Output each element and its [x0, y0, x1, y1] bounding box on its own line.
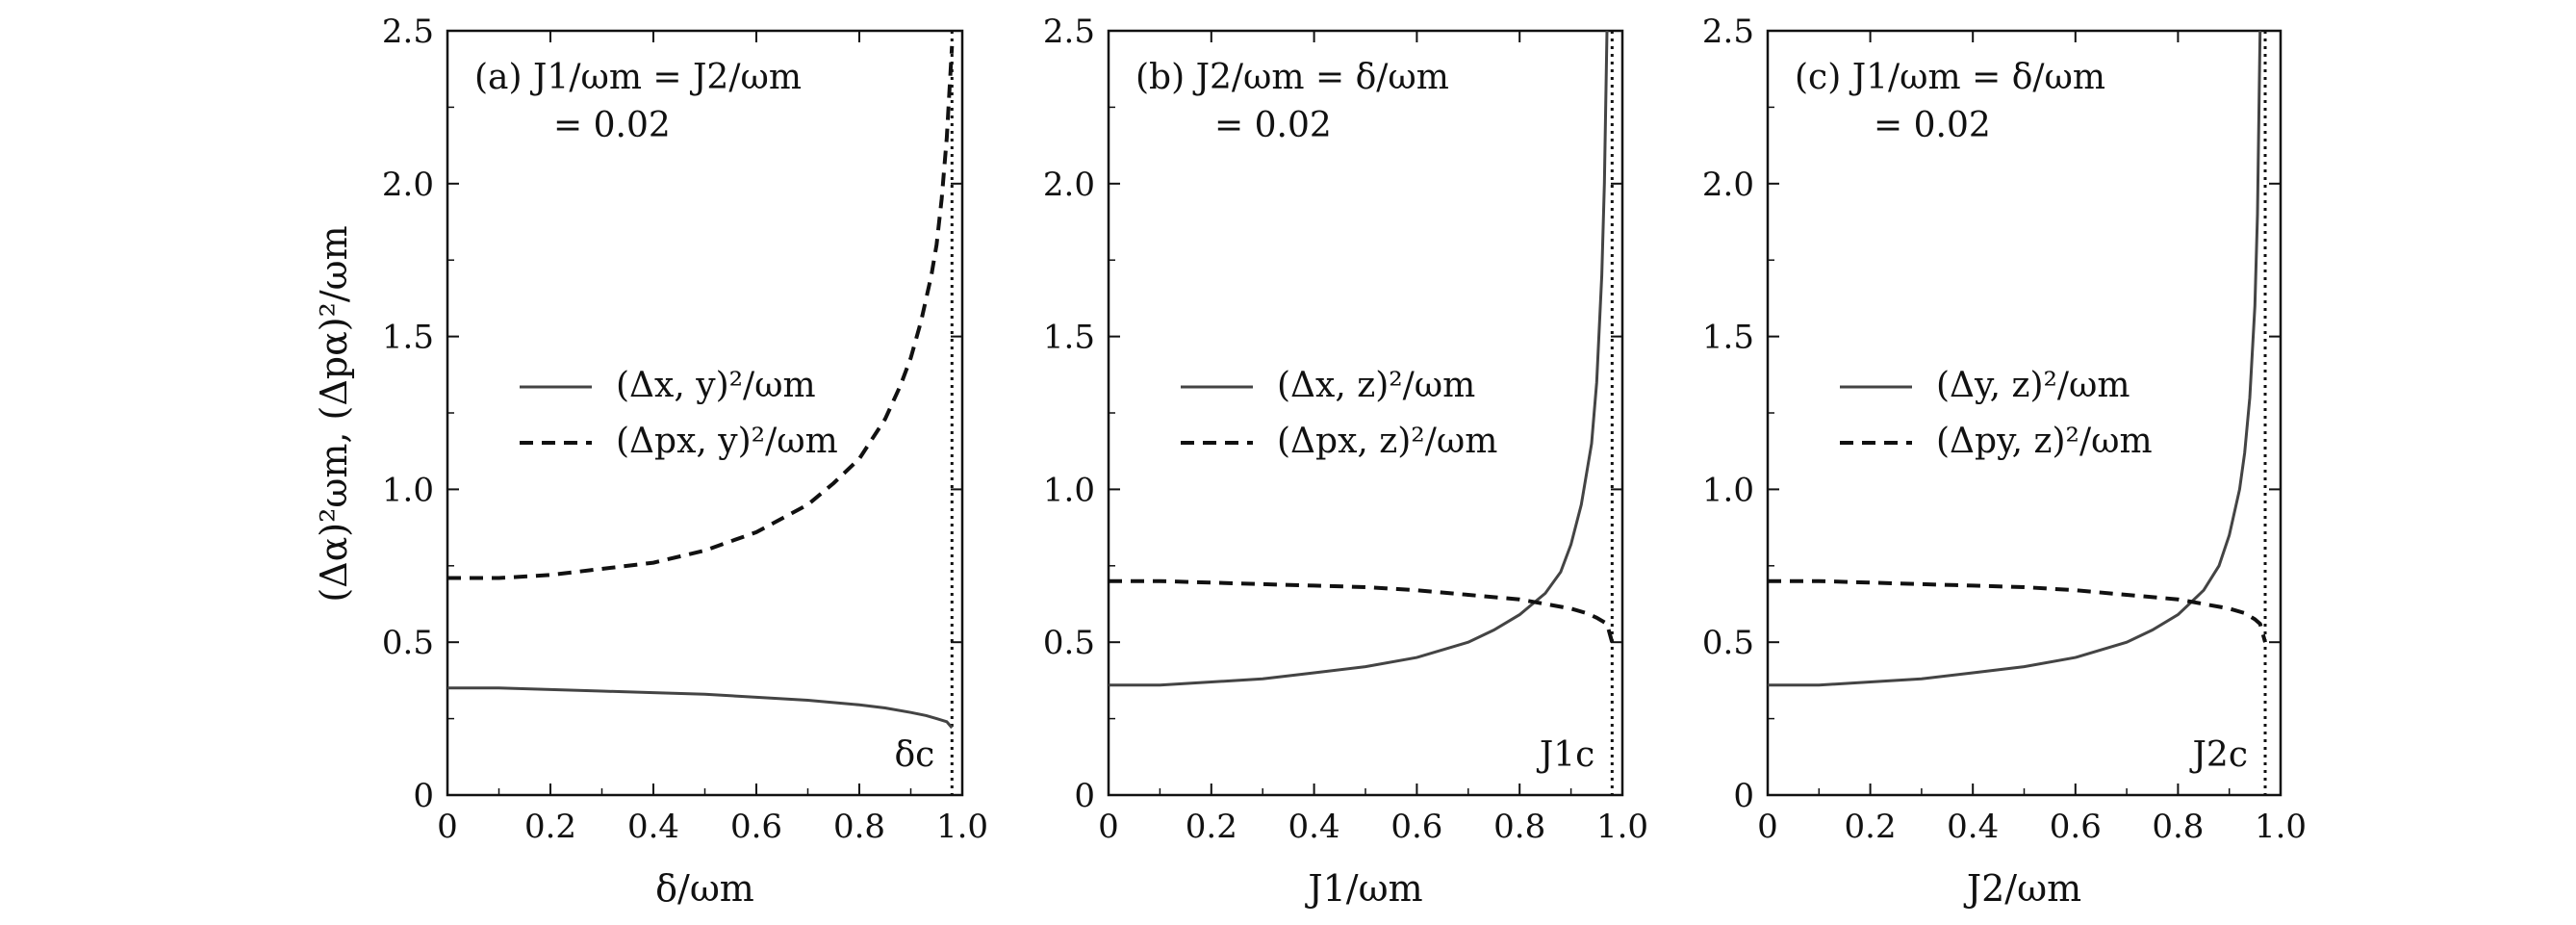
y-tick-label: 2.5	[1043, 13, 1095, 51]
y-tick-label: 1.5	[1702, 319, 1754, 357]
y-tick-label: 2.5	[1702, 13, 1754, 51]
y-tick-label: 0	[1733, 777, 1754, 815]
series-line-solid	[1768, 31, 2262, 687]
x-tick-label: 0.8	[1493, 808, 1545, 846]
panel-annotation-line1: (b) J2/ωm = δ/ωm	[1135, 58, 1449, 97]
y-tick-label: 0	[1074, 777, 1095, 815]
x-tick-label: 0.6	[2050, 808, 2102, 846]
x-tick-label: 0.2	[1845, 808, 1897, 846]
series-line-dashed	[1109, 578, 1615, 643]
x-tick-label: 0	[1098, 808, 1119, 846]
x-tick-label: 0.4	[1947, 808, 1999, 846]
series-line-solid	[1109, 31, 1609, 687]
x-tick-label: 1.0	[936, 808, 988, 846]
panel-annotation-line2: = 0.02	[1874, 106, 1991, 145]
panel-a: 0 0.2 0.4 0.6 0.8 1.0 0 0.5 1.0 1.5 2.0 2.5 δ/ωm (a) …	[382, 13, 988, 910]
critical-label: δc	[894, 735, 934, 775]
panel-annotation-line2: = 0.02	[1214, 106, 1332, 145]
panel-annotation-line2: = 0.02	[553, 106, 671, 145]
y-tick-label: 1.5	[382, 319, 434, 357]
legend-entry: (Δy, z)²/ωm	[1936, 366, 2130, 405]
x-tick-label: 0.4	[1288, 808, 1340, 846]
series-line-solid	[447, 686, 954, 730]
x-tick-label: 1.0	[1596, 808, 1648, 846]
y-tick-label: 1.5	[1043, 319, 1095, 357]
y-tick-label: 0	[413, 777, 434, 815]
y-tick-label: 1.0	[382, 471, 434, 509]
x-tick-label: 0.8	[2152, 808, 2204, 846]
y-tick-label: 0.5	[1702, 624, 1754, 662]
x-axis-label: J2/ωm	[1963, 867, 2081, 910]
plot-frame	[446, 29, 964, 797]
legend-entry: (Δx, y)²/ωm	[616, 366, 816, 405]
panel-b: 0 0.2 0.4 0.6 0.8 1.0 0 0.5 1.0 1.5 2.0 2.5 J1/ωm (b)…	[1043, 13, 1648, 910]
x-tick-label: 0.4	[627, 808, 679, 846]
legend-entry: (Δx, z)²/ωm	[1277, 366, 1475, 405]
x-tick-label: 0.6	[730, 808, 782, 846]
plot-frame	[1107, 29, 1624, 797]
y-tick-label: 0.5	[382, 624, 434, 662]
critical-label: J1c	[1536, 735, 1595, 775]
y-tick-label: 2.0	[1043, 166, 1095, 204]
x-axis-label: J1/ωm	[1304, 867, 1422, 910]
series-line-dashed	[447, 45, 955, 580]
y-tick-label: 2.5	[382, 13, 434, 51]
panels-group: 0 0.2 0.4 0.6 0.8 1.0 0 0.5 1.0 1.5 2.0 2.5 δ/ωm (a) …	[382, 13, 2307, 910]
x-tick-label: 0.2	[524, 808, 576, 846]
panel-c: 0 0.2 0.4 0.6 0.8 1.0 0 0.5 1.0 1.5 2.0 2.5 J2/ωm (c)…	[1702, 13, 2307, 910]
critical-label: J2c	[2189, 735, 2249, 775]
panel-annotation-line1: (c) J1/ωm = δ/ωm	[1795, 58, 2105, 97]
x-tick-label: 0	[1757, 808, 1778, 846]
x-tick-label: 0.6	[1390, 808, 1442, 846]
panel-annotation-line1: (a) J1/ωm = J2/ωm	[474, 58, 802, 97]
y-tick-label: 1.0	[1702, 471, 1754, 509]
y-tick-label: 0.5	[1043, 624, 1095, 662]
y-tick-label: 2.0	[1702, 166, 1754, 204]
x-tick-label: 0	[437, 808, 458, 846]
x-axis-label: δ/ωm	[655, 867, 754, 910]
series-line-dashed	[1768, 578, 2267, 643]
x-tick-label: 0.8	[833, 808, 885, 846]
x-tick-label: 0.2	[1186, 808, 1237, 846]
legend-entry: (Δpy, z)²/ωm	[1936, 422, 2153, 461]
x-tick-label: 1.0	[2255, 808, 2307, 846]
y-tick-label: 2.0	[382, 166, 434, 204]
plot-frame	[1766, 29, 2283, 797]
y-axis-label: (Δα)²ωm, (Δpα)²/ωm	[313, 225, 355, 602]
legend-entry: (Δpx, z)²/ωm	[1277, 422, 1497, 461]
y-tick-label: 1.0	[1043, 471, 1095, 509]
legend-entry: (Δpx, y)²/ωm	[616, 422, 838, 461]
